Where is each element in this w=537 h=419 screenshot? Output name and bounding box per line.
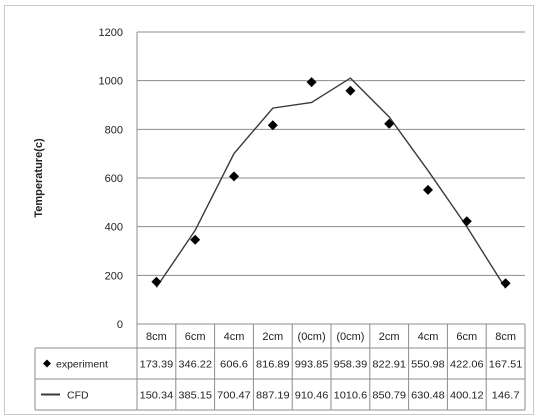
cfd-table-value: 850.79 xyxy=(372,390,406,402)
experiment-point xyxy=(461,216,472,227)
experiment-point xyxy=(384,118,395,129)
cfd-table-value: 400.12 xyxy=(450,390,484,402)
cfd-table-value: 910.46 xyxy=(295,390,329,402)
cfd-table-value: 146.7 xyxy=(492,390,520,402)
x-tick-label: 8cm xyxy=(495,331,516,343)
y-tick-label: 1000 xyxy=(99,76,123,88)
x-tick-label: 6cm xyxy=(185,331,206,343)
experiment-table-value: 993.85 xyxy=(295,359,329,371)
x-tick-label: 4cm xyxy=(224,331,245,343)
y-tick-label: 600 xyxy=(105,173,123,185)
x-tick-label: 2cm xyxy=(379,331,400,343)
experiment-table-value: 422.06 xyxy=(450,359,484,371)
y-tick-label: 200 xyxy=(105,270,123,282)
experiment-point xyxy=(229,171,239,182)
cfd-table-value: 385.15 xyxy=(178,390,212,402)
experiment-point xyxy=(306,77,317,88)
experiment-table-value: 550.98 xyxy=(411,359,445,371)
cfd-table-value: 1010.6 xyxy=(334,390,368,402)
y-axis-title: Temperature(c) xyxy=(33,138,45,218)
y-tick-label: 400 xyxy=(105,222,123,234)
experiment-point xyxy=(151,276,162,287)
experiment-table-value: 167.51 xyxy=(489,359,523,371)
x-tick-label: (0cm) xyxy=(336,331,364,343)
experiment-table-value: 606.6 xyxy=(220,359,248,371)
cfd-table-value: 150.34 xyxy=(140,390,174,402)
x-tick-label: (0cm) xyxy=(298,331,326,343)
cfd-line xyxy=(155,77,507,289)
cfd-table-value: 700.47 xyxy=(217,390,251,402)
x-tick-label: 4cm xyxy=(418,331,439,343)
experiment-table-value: 173.39 xyxy=(140,359,174,371)
y-tick-label: 1200 xyxy=(99,27,123,39)
cfd-table-value: 887.19 xyxy=(256,390,290,402)
experiment-table-value: 958.39 xyxy=(334,359,368,371)
y-tick-label: 0 xyxy=(117,319,123,331)
x-tick-label: 6cm xyxy=(456,331,477,343)
experiment-legend-marker xyxy=(43,359,51,368)
experiment-table-value: 346.22 xyxy=(178,359,212,371)
experiment-point xyxy=(423,184,433,195)
y-tick-label: 800 xyxy=(105,124,123,136)
cfd-table-value: 630.48 xyxy=(411,390,445,402)
experiment-point xyxy=(190,234,201,245)
chart-frame xyxy=(4,5,534,415)
experiment-legend-label: experiment xyxy=(56,359,108,371)
experiment-point xyxy=(500,278,511,289)
x-tick-label: 2cm xyxy=(262,331,283,343)
experiment-table-value: 822.91 xyxy=(372,359,406,371)
x-tick-label: 8cm xyxy=(146,331,167,343)
experiment-point xyxy=(267,120,278,131)
experiment-table-value: 816.89 xyxy=(256,359,290,371)
cfd-legend-label: CFD xyxy=(67,390,89,402)
experiment-point xyxy=(345,85,356,96)
